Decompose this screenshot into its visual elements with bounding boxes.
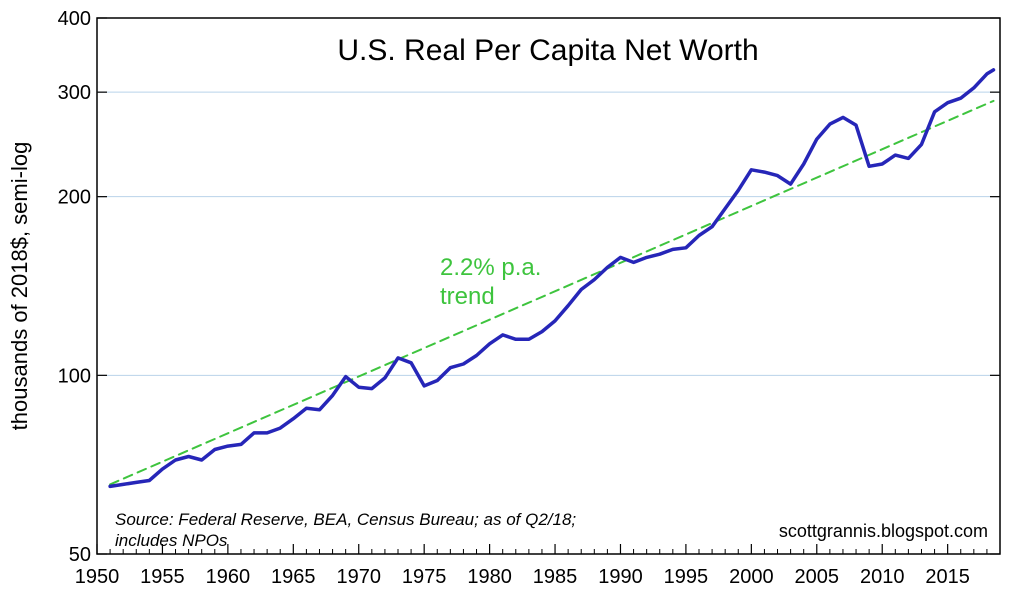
y-tick-label: 200 <box>58 187 91 209</box>
x-tick-label: 1950 <box>75 566 120 588</box>
x-tick-label: 2010 <box>860 566 905 588</box>
x-tick-label: 1985 <box>533 566 578 588</box>
trend-line <box>109 99 995 486</box>
net-worth-line <box>108 68 996 489</box>
x-tick-label: 1960 <box>206 566 251 588</box>
y-axis: 50 100 200 300 400 <box>58 8 1000 566</box>
x-tick-label: 2015 <box>925 566 970 588</box>
x-tick-label: 1995 <box>664 566 709 588</box>
x-tick-label: 2005 <box>795 566 840 588</box>
trend-annotation-rate: 2.2% p.a. <box>440 254 541 281</box>
x-tick-label: 2000 <box>729 566 774 588</box>
x-tick-label: 1975 <box>402 566 447 588</box>
credit-text: scottgrannis.blogspot.com <box>779 521 988 541</box>
x-tick-label: 1965 <box>271 566 316 588</box>
x-tick-label: 1990 <box>598 566 643 588</box>
plot-area <box>96 17 1001 555</box>
y-tick-label: 400 <box>58 8 91 30</box>
grid <box>97 91 1000 376</box>
source-note-line-2: includes NPOs <box>115 531 228 550</box>
source-note-line-1: Source: Federal Reserve, BEA, Census Bur… <box>115 510 576 529</box>
trend-annotation-label: trend <box>440 283 495 310</box>
y-axis-label: thousands of 2018$, semi-log <box>7 142 32 431</box>
y-tick-label: 100 <box>58 365 91 387</box>
y-tick-label: 300 <box>58 82 91 104</box>
x-tick-label: 1970 <box>336 566 381 588</box>
chart-title: U.S. Real Per Capita Net Worth <box>337 34 758 67</box>
y-tick-label: 50 <box>69 544 91 566</box>
x-tick-label: 1980 <box>467 566 512 588</box>
series-group <box>108 68 996 489</box>
x-tick-label: 1955 <box>140 566 185 588</box>
x-axis: 1950 1955 1960 1965 1970 1975 1980 1985 1990 1995… <box>75 544 1001 588</box>
